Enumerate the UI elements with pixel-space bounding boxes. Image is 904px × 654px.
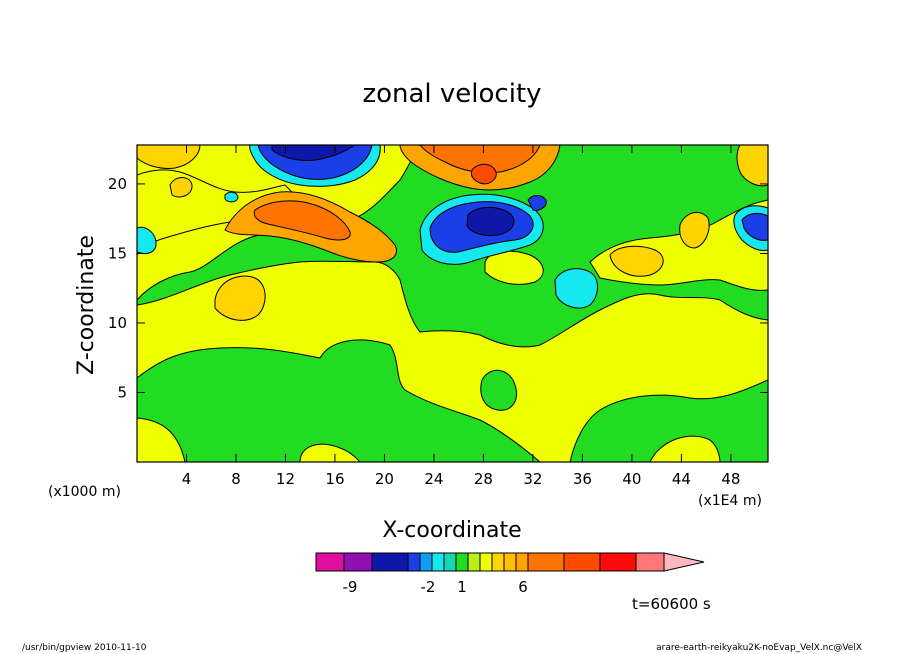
x-tick-label: 48 [721,470,740,488]
colorbar-swatch [479,552,493,572]
field-red-core [470,163,497,185]
field-orange-right-blob [609,245,664,277]
colorbar-swatch [503,552,517,572]
colorbar-swatch [407,552,421,572]
contour-field [137,145,768,462]
x-tick-label: 24 [424,470,443,488]
field-orange-deep [253,200,351,241]
time-label: t=60600 s [632,595,711,613]
colorbar-swatch [563,552,601,572]
chart-title: zonal velocity [362,79,541,109]
colorbar-label: -2 [421,578,436,596]
x-tick-label: 8 [231,470,241,488]
colorbar-label: -9 [343,578,358,596]
field-green-blob-center [480,370,517,411]
x-tick-label: 36 [573,470,592,488]
field-yellow-pocket-right [649,435,721,462]
y-tick-label: 5 [117,383,127,401]
x-unit-label: (x1E4 m) [698,493,762,509]
y-axis-title: Z-coordinate [74,235,99,375]
field-darkblue-mid [466,207,515,237]
colorbar [315,552,705,572]
x-tick-label: 40 [622,470,641,488]
field-orange-topright [736,145,768,187]
y-axis-ticks: 5 10 15 20 [108,175,768,401]
colorbar-swatch [371,552,409,572]
colorbar-swatch [599,552,637,572]
x-axis-ticks: 4 8 12 16 20 24 28 32 36 40 44 48 [182,145,740,488]
colorbar-swatch [343,552,373,572]
footer-left: /usr/bin/gpview 2010-11-10 [22,643,147,653]
x-axis-title: X-coordinate [382,518,521,543]
y-tick-label: 10 [108,314,127,332]
field-green-lower-left [137,339,541,462]
field-cyan-center [554,268,598,309]
x-tick-label: 16 [325,470,344,488]
x-tick-label: 12 [276,470,295,488]
colorbar-swatch [419,552,433,572]
field-yellow-pocket-mid [299,443,361,462]
x-tick-label: 32 [523,470,542,488]
colorbar-label: 1 [457,578,467,596]
colorbar-swatch [431,552,445,572]
x-tick-label: 4 [182,470,192,488]
field-darkblue-top [271,145,356,161]
field-blue-right [741,212,768,241]
x-tick-label: 20 [375,470,394,488]
colorbar-swatch [527,552,565,572]
field-green-lower-right [569,379,768,462]
colorbar-extend-arrow [663,552,705,572]
field-orange-left-blob [214,275,266,321]
colorbar-label: 6 [518,578,528,596]
colorbar-labels: -9 -2 1 6 [343,578,528,596]
plot-frame [136,144,769,463]
field-blue-small [527,195,547,211]
x-tick-label: 44 [672,470,691,488]
colorbar-swatch [455,552,469,572]
y-unit-label: (x1000 m) [48,484,121,500]
colorbar-swatch [515,552,529,572]
colorbar-swatch [467,552,481,572]
field-cyan-tiny [224,191,239,203]
field-orange-right-small [679,211,710,249]
y-tick-label: 20 [108,175,127,193]
footer-right: arare-earth-reikyaku2K-noEvap_VelX.nc@Ve… [656,643,862,653]
y-tick-label: 15 [108,244,127,262]
x-tick-label: 28 [474,470,493,488]
colorbar-swatch [443,552,457,572]
colorbar-swatch [635,552,665,572]
field-orange-topleft [137,145,201,169]
field-orange-small-left [169,177,193,198]
colorbar-swatch [315,552,345,572]
colorbar-swatch [491,552,505,572]
